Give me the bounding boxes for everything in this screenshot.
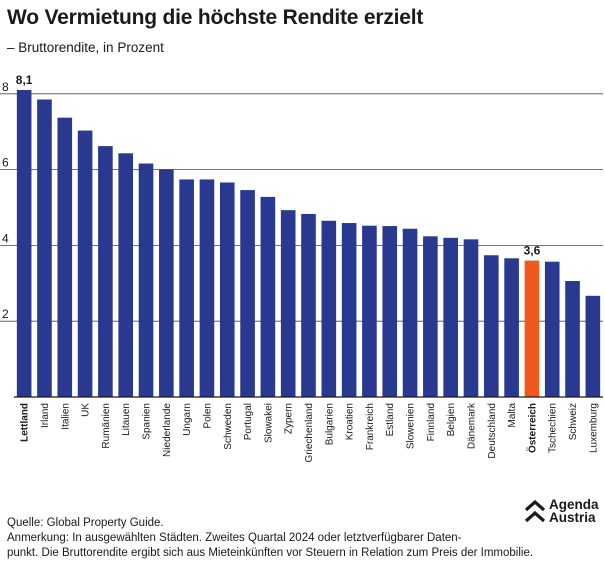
x-tick-label: Slowenien <box>406 403 417 449</box>
source-note: Quelle: Global Property Guide. <box>7 517 164 529</box>
y-tick-label: 6 <box>2 156 9 170</box>
bar <box>585 295 601 397</box>
annotation-line-1: Anmerkung: In ausgewählten Städten. Zwei… <box>7 532 462 544</box>
x-tick-label: Belgien <box>446 403 457 436</box>
bar <box>544 261 560 397</box>
x-tick-label: Frankreich <box>365 403 376 450</box>
logo-text: Agenda Austria <box>549 497 599 525</box>
bar <box>179 179 194 397</box>
x-tick-label: Spanien <box>142 403 153 440</box>
logo-line-1: Agenda <box>549 497 599 512</box>
bar <box>423 236 438 397</box>
bar <box>16 90 32 397</box>
footer: Quelle: Global Property Guide. Anmerkung… <box>7 516 533 561</box>
data-label: 3,6 <box>524 244 541 258</box>
bar <box>199 179 215 397</box>
x-tick-label: Portugal <box>243 403 254 440</box>
x-tick-label: Schweden <box>223 403 234 450</box>
bar <box>77 130 93 398</box>
x-tick-label: Rumänien <box>101 403 112 449</box>
x-tick-label: Zypern <box>284 403 295 434</box>
bar <box>463 239 479 397</box>
bar <box>301 213 316 397</box>
agenda-austria-logo-icon <box>524 499 546 523</box>
x-tick-label: UK <box>81 403 92 417</box>
bar <box>341 223 357 397</box>
logo-line-2: Austria <box>549 510 596 525</box>
bar <box>219 182 235 397</box>
x-tick-label: Kroatien <box>345 403 356 440</box>
data-label: 8,1 <box>16 73 33 87</box>
bar <box>382 226 398 397</box>
x-tick-label: Irland <box>40 403 51 428</box>
agenda-austria-logo: Agenda Austria <box>524 497 604 529</box>
bar <box>280 210 296 397</box>
x-tick-label: Litauen <box>121 403 132 436</box>
bar <box>443 237 458 397</box>
x-tick-label: Slowakei <box>263 403 274 443</box>
chart-subtitle: – Bruttorendite, in Prozent <box>7 40 164 55</box>
bar <box>37 99 52 398</box>
annotation-line-2: punkt. Die Bruttorendite ergibt sich aus… <box>7 547 534 559</box>
bar <box>483 255 499 397</box>
x-tick-label: Luxemburg <box>588 403 599 453</box>
bar <box>118 153 134 397</box>
bar <box>57 117 73 397</box>
bar <box>260 196 276 397</box>
x-tick-label: Deutschland <box>487 403 498 459</box>
y-tick-label: 8 <box>2 80 9 94</box>
chart-title: Wo Vermietung die höchste Rendite erziel… <box>7 6 424 29</box>
x-tick-label: Griechenland <box>304 403 315 462</box>
bar-chart: 2 4 6 8 Lettland Irland Italien UK Rumänien Litau… <box>0 73 603 462</box>
bar <box>98 146 113 397</box>
x-tick-label: Estland <box>385 403 396 436</box>
x-tick-label: Tschechien <box>548 403 559 453</box>
bar <box>159 169 174 397</box>
bar <box>565 281 580 397</box>
bar <box>138 163 154 397</box>
x-tick-label: Dänemark <box>466 402 477 449</box>
x-tick-label: Schweiz <box>568 403 579 440</box>
x-tick-label: Lettland <box>20 403 31 442</box>
x-tick-label: Malta <box>507 403 518 428</box>
bar <box>402 228 418 397</box>
x-tick-label: Bulgarien <box>324 403 335 445</box>
x-tick-label: Österreich <box>525 403 538 453</box>
bar <box>504 258 519 397</box>
bar <box>524 260 540 397</box>
bar <box>362 225 377 397</box>
bar <box>240 190 255 397</box>
bar <box>321 220 337 397</box>
x-tick-label: Italien <box>60 403 71 430</box>
y-tick-label: 2 <box>2 307 9 321</box>
x-tick-label: Ungarn <box>182 403 193 436</box>
y-tick-label: 4 <box>2 231 9 245</box>
x-tick-label: Niederlande <box>162 403 173 457</box>
x-tick-label: Polen <box>202 403 213 429</box>
x-tick-label: Finnland <box>426 403 437 441</box>
